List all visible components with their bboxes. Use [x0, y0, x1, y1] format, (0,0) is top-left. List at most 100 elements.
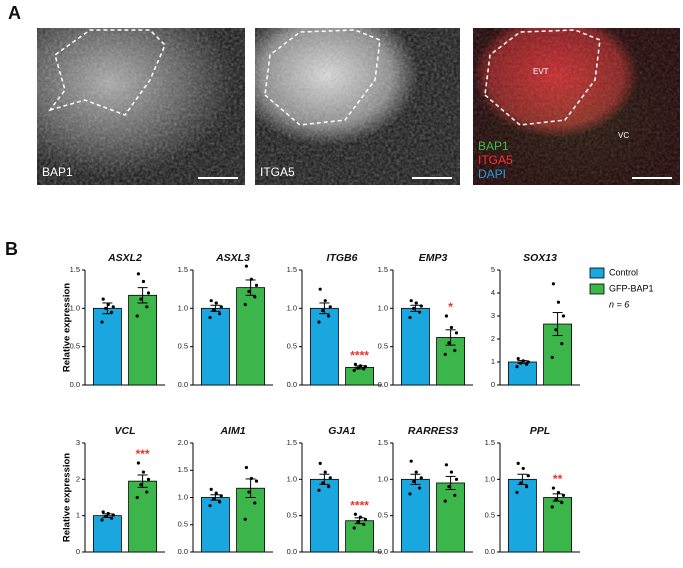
data-point — [556, 300, 561, 304]
data-point — [444, 314, 448, 318]
bar — [236, 487, 266, 553]
y-tick-label: 0.5 — [378, 342, 388, 351]
data-point — [554, 498, 558, 502]
image-label: BAP1 — [42, 165, 73, 179]
y-tick-label: 1.0 — [70, 303, 80, 312]
panel-label: B — [5, 239, 18, 259]
data-point — [408, 315, 412, 320]
y-tick-label: 3 — [491, 311, 495, 320]
y-tick-label: 0.5 — [287, 342, 297, 351]
y-tick-label: 1.0 — [378, 303, 388, 312]
y-tick-label: 1.5 — [378, 438, 388, 447]
error-bar — [137, 474, 148, 488]
bar — [93, 515, 122, 553]
bar — [345, 366, 375, 386]
y-tick-label: 1.5 — [70, 265, 80, 274]
chart-title: RARRES3 — [408, 425, 458, 437]
data-point — [449, 470, 454, 474]
y-tick-label: 3 — [76, 438, 80, 447]
panel-label: A — [8, 3, 21, 23]
data-point — [414, 470, 418, 474]
significance: ** — [553, 472, 563, 486]
bar — [236, 287, 266, 386]
error-bar — [210, 304, 221, 312]
data-point — [209, 299, 213, 303]
y-tick-label: 0.0 — [178, 547, 188, 556]
data-point — [146, 291, 151, 295]
bar — [128, 294, 158, 386]
data-point — [353, 512, 357, 516]
data-point — [362, 522, 366, 526]
data-point — [554, 328, 558, 332]
data-point — [363, 517, 368, 521]
data-point — [521, 466, 525, 471]
y-tick-label: 1.0 — [287, 303, 297, 312]
error-bar — [210, 494, 221, 501]
data-point — [135, 314, 139, 318]
y-tick-label: 1.5 — [178, 265, 188, 274]
data-point — [453, 348, 457, 353]
y-tick-label: 1 — [76, 511, 80, 520]
chart-title: VCL — [115, 425, 136, 437]
data-point — [244, 264, 248, 268]
data-point — [454, 331, 459, 335]
bar — [93, 307, 122, 386]
data-point — [208, 315, 212, 320]
error-bar — [319, 302, 330, 315]
y-tick-label: 1.0 — [287, 474, 297, 483]
data-point — [454, 477, 459, 481]
y-tick-label: 0.0 — [287, 380, 297, 389]
data-point — [408, 492, 412, 496]
data-point — [550, 355, 554, 359]
data-point — [253, 501, 257, 505]
legend-swatch — [589, 283, 605, 295]
y-tick-label: 1.5 — [485, 438, 495, 447]
error-bar — [410, 473, 421, 485]
y-tick-label: 1.5 — [287, 265, 297, 274]
data-point — [100, 518, 104, 522]
data-point — [447, 485, 451, 489]
y-tick-label: 2.0 — [178, 438, 188, 447]
error-bar — [552, 312, 563, 337]
data-point — [243, 517, 247, 521]
y-axis-label: Relative expression — [62, 283, 73, 372]
data-point — [243, 302, 247, 307]
data-point — [247, 490, 251, 494]
micrograph: BAP1 — [37, 28, 245, 185]
data-point — [321, 309, 325, 313]
data-point — [525, 485, 529, 489]
data-point — [453, 493, 457, 497]
data-point — [560, 342, 564, 346]
data-point — [136, 461, 140, 465]
data-point — [321, 481, 325, 485]
data-point — [139, 483, 143, 487]
bar — [128, 480, 158, 553]
data-point — [110, 516, 114, 520]
data-point — [111, 305, 115, 309]
data-point — [526, 360, 530, 364]
y-tick-label: 0.0 — [485, 547, 495, 556]
data-point — [526, 474, 530, 478]
data-point — [412, 479, 416, 484]
data-point — [414, 301, 418, 305]
bar — [200, 307, 230, 386]
y-tick-label: 0 — [76, 547, 80, 556]
data-point — [136, 272, 140, 276]
data-point — [519, 361, 523, 365]
y-tick-label: 0 — [491, 380, 495, 389]
data-point — [353, 362, 357, 366]
data-point — [358, 364, 363, 368]
y-tick-label: 1.0 — [378, 474, 388, 483]
y-tick-label: 1.0 — [178, 303, 188, 312]
data-point — [363, 365, 368, 369]
chart-title: SOX13 — [523, 252, 557, 264]
chart-title: EMP3 — [419, 252, 448, 264]
data-point — [409, 299, 413, 303]
y-axis-label: Relative expression — [62, 453, 73, 542]
y-tick-label: 2 — [491, 334, 495, 343]
image-label: ITGA5 — [260, 165, 295, 179]
y-tick-label: 0.5 — [70, 342, 80, 351]
micrograph: EVT VC BAP1 ITGA5 DAPI — [473, 28, 680, 185]
image-annotation: VC — [618, 131, 629, 140]
